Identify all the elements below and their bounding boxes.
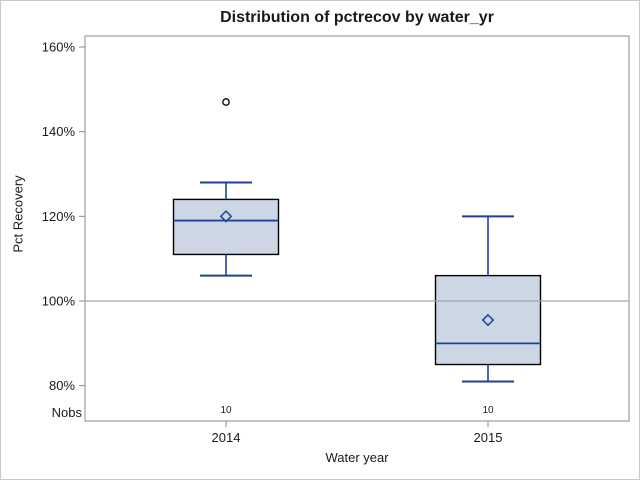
y-tick-label: 80% (49, 378, 75, 393)
y-tick-label: 160% (42, 40, 76, 55)
box-iqr (434, 274, 542, 366)
plot-border (84, 35, 630, 422)
mean-diamond-marker (219, 210, 233, 223)
outlier-point (222, 98, 230, 106)
x-tick-label: 2015 (474, 430, 503, 445)
x-tick-label: 2014 (212, 430, 241, 445)
nobs-row-label: Nobs (51, 405, 82, 420)
chart-title: Distribution of pctrecov by water_yr (220, 9, 494, 26)
box-iqr (172, 198, 280, 256)
y-tick-label: 140% (42, 124, 76, 139)
nobs-value: 10 (220, 405, 232, 416)
y-tick-label: 120% (42, 209, 76, 224)
nobs-value: 10 (482, 405, 494, 416)
y-tick-label: 100% (42, 294, 76, 309)
mean-diamond-marker (481, 313, 495, 327)
x-axis-label: Water year (325, 450, 389, 465)
